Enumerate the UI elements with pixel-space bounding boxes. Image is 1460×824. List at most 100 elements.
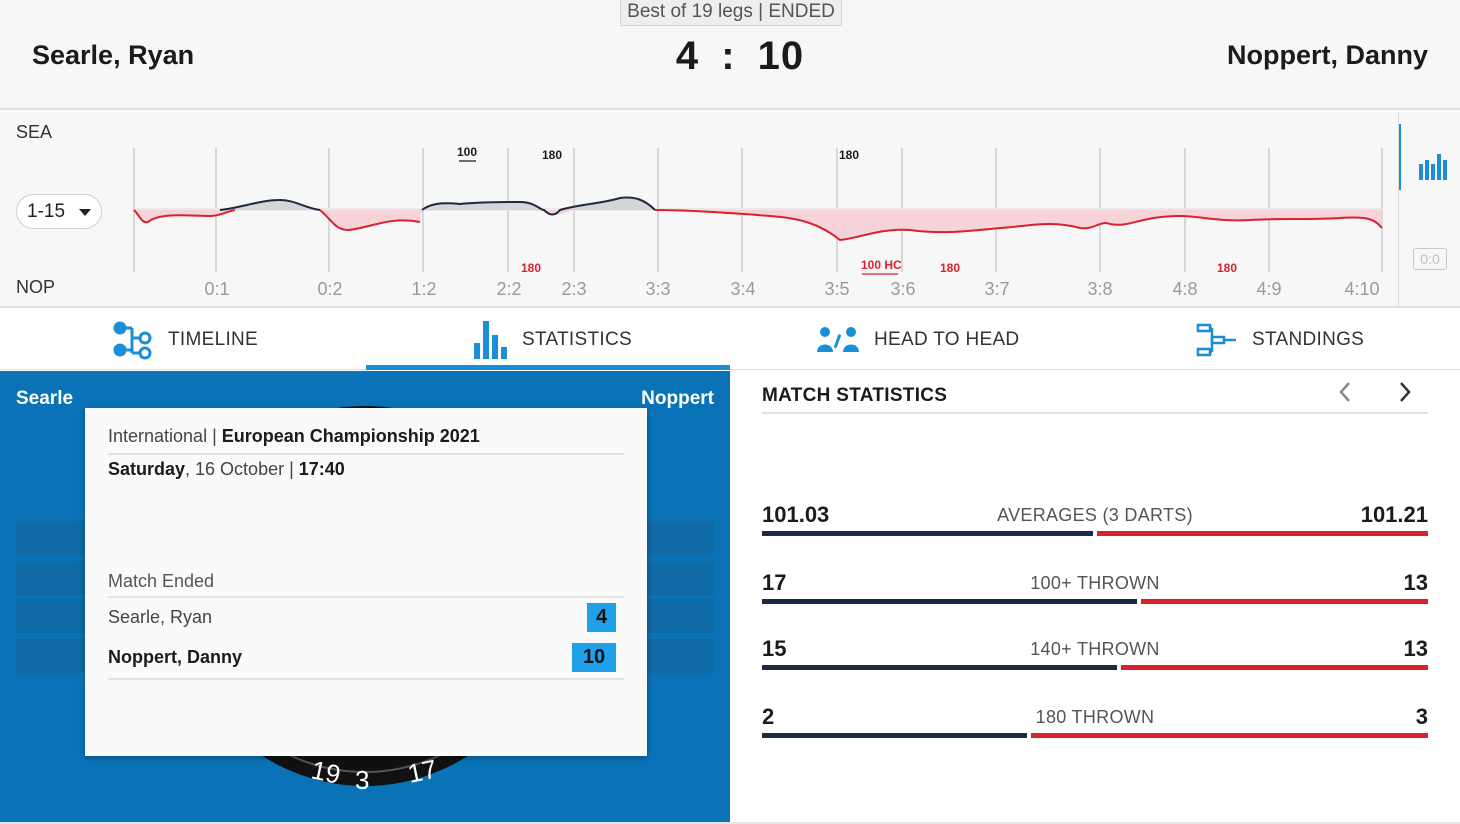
- marker-bottom-4: 180: [1217, 261, 1237, 275]
- leg-range-value: 1-15: [27, 201, 66, 222]
- score-right: 10: [757, 34, 805, 78]
- panel-player-right: Noppert: [641, 388, 714, 409]
- match-status: Match Ended: [108, 571, 624, 598]
- stat-row-averages: 101.03 AVERAGES (3 DARTS) 101.21: [762, 502, 1428, 542]
- tab-head-to-head-label: HEAD TO HEAD: [874, 329, 1020, 350]
- match-score: 4 : 10: [630, 34, 850, 79]
- chart-momentum-line: [133, 209, 236, 224]
- footer-divider: [0, 822, 1460, 824]
- tick-label: 3:7: [984, 279, 1009, 299]
- stats-prev-button[interactable]: [1330, 377, 1360, 407]
- stat-label: 180 THROWN: [1035, 707, 1155, 727]
- score-left: 4: [675, 34, 700, 78]
- stat-bar-left: [762, 733, 1027, 738]
- timeline-icon: [113, 321, 152, 360]
- marker-top-2: 180: [542, 148, 562, 162]
- tick-label: 3:5: [824, 279, 849, 299]
- chart-label-bottom: NOP: [16, 277, 56, 297]
- tick-label: 3:8: [1087, 279, 1112, 299]
- bar-chart-icon: [1419, 154, 1447, 180]
- chart-side-panel: 0:0: [1398, 112, 1460, 308]
- svg-text:19: 19: [309, 755, 344, 790]
- stat-row-140-plus: 15 140+ THROWN 13: [762, 636, 1428, 676]
- marker-top-1: 100: [457, 145, 477, 159]
- tick-label: 0:2: [317, 279, 342, 299]
- stat-label: 140+ THROWN: [1030, 639, 1160, 659]
- player-left-name[interactable]: Searle, Ryan: [32, 40, 195, 70]
- stat-bar-left: [762, 665, 1117, 670]
- stat-bar-right: [1097, 531, 1428, 536]
- stat-bar-left: [762, 599, 1137, 604]
- marker-bottom-3: 180: [940, 261, 960, 275]
- match-date: , 16 October |: [185, 459, 299, 479]
- stat-left-value: 17: [762, 570, 787, 595]
- tournament-line: International | European Championship 20…: [108, 426, 624, 455]
- chart-momentum-line-sea-1: [219, 198, 321, 211]
- tournament-category: International: [108, 426, 208, 446]
- stat-label: AVERAGES (3 DARTS): [997, 505, 1193, 525]
- card-player2-score: 10: [572, 643, 616, 672]
- stat-bar-right: [1141, 599, 1428, 604]
- panel-player-left: Searle: [16, 388, 74, 409]
- stat-left-value: 2: [762, 704, 775, 729]
- chart-nop-area: [134, 210, 1382, 240]
- match-info-card: International | European Championship 20…: [85, 408, 647, 756]
- stat-label: 100+ THROWN: [1030, 573, 1160, 593]
- active-tab-indicator: [366, 365, 730, 370]
- stat-right-value: 101.21: [1360, 502, 1428, 527]
- tab-head-to-head[interactable]: HEAD TO HEAD: [816, 310, 1019, 370]
- chart-view-button[interactable]: [1399, 124, 1460, 190]
- stats-title-divider: [762, 412, 1428, 414]
- leg-range-select[interactable]: 1-15: [16, 194, 102, 229]
- stat-left-value: 15: [762, 636, 787, 661]
- chevron-right-icon: [1400, 382, 1411, 402]
- tick-label: 4:9: [1256, 279, 1281, 299]
- stat-row-180: 2 180 THROWN 3: [762, 704, 1428, 744]
- chart-momentum-line-sea-2: [421, 196, 656, 216]
- stat-right-value: 3: [1415, 704, 1428, 729]
- card-player1-name[interactable]: Searle, Ryan: [108, 607, 213, 627]
- chart-label-top: SEA: [16, 122, 53, 142]
- tick-label: 0:1: [204, 279, 229, 299]
- tick-label: 4:10: [1344, 279, 1379, 299]
- match-format-badge: Best of 19 legs | ENDED: [620, 0, 842, 26]
- standings-icon: [1196, 323, 1236, 357]
- marker-top-3: 180: [839, 148, 859, 162]
- match-time: 17:40: [298, 459, 345, 479]
- tick-label: 4:8: [1172, 279, 1197, 299]
- tab-timeline-label: TIMELINE: [168, 329, 259, 350]
- tab-timeline[interactable]: TIMELINE: [112, 310, 258, 370]
- match-flow-chart: SEA NOP 1-15: [0, 112, 1460, 308]
- chevron-left-icon: [1339, 382, 1350, 402]
- stat-bar-left: [762, 531, 1093, 536]
- caret-down-icon: [79, 209, 91, 216]
- tab-bar: TIMELINE STATISTICS HEAD TO HEAD: [0, 310, 1460, 370]
- stat-right-value: 13: [1403, 636, 1428, 661]
- chart-baseline: [134, 208, 1382, 211]
- marker-bottom-1: 180: [521, 261, 541, 275]
- tournament-separator: |: [207, 426, 222, 446]
- score-separator: :: [721, 34, 736, 78]
- tab-statistics[interactable]: STATISTICS: [472, 310, 632, 370]
- stats-title: MATCH STATISTICS: [762, 385, 948, 406]
- player-right-name[interactable]: Noppert, Danny: [1226, 40, 1428, 70]
- stats-next-button[interactable]: [1390, 377, 1420, 407]
- statistics-icon: [474, 321, 507, 359]
- chart-momentum-line-nop-1: [319, 209, 421, 232]
- stat-right-value: 13: [1403, 570, 1428, 595]
- tick-label: 3:4: [730, 279, 755, 299]
- head-to-head-icon: [817, 327, 859, 352]
- match-datetime: Saturday, 16 October | 17:40: [108, 459, 345, 480]
- card-player1-score: 4: [587, 603, 616, 632]
- tab-standings[interactable]: STANDINGS: [1196, 310, 1364, 370]
- tick-label: 1:2: [411, 279, 436, 299]
- tick-label: 2:3: [561, 279, 586, 299]
- stat-bar-right: [1121, 665, 1428, 670]
- chart-sea-area: [220, 197, 655, 210]
- momentum-chart: 100 180 180 180 100 HC 180 180 0:1 0:2 1…: [133, 145, 1383, 299]
- card-player2-name[interactable]: Noppert, Danny: [108, 647, 243, 667]
- match-statistics-panel: MATCH STATISTICS 101.03 AVERAGES (3 DART…: [730, 371, 1460, 824]
- tournament-name[interactable]: European Championship 2021: [221, 426, 480, 446]
- tick-label: 2:2: [496, 279, 521, 299]
- svg-text:17: 17: [405, 754, 440, 789]
